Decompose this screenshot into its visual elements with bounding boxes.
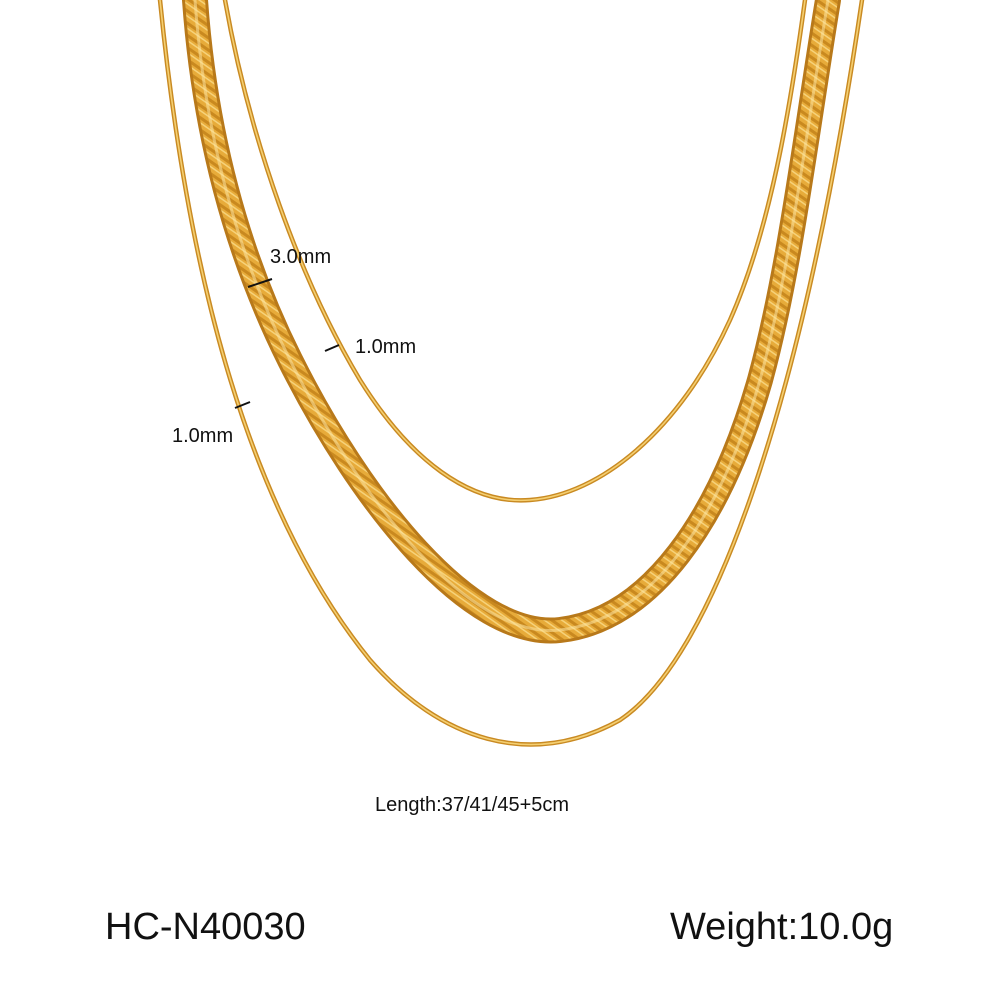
marker-3mm bbox=[247, 278, 273, 288]
sku-label: HC-N40030 bbox=[105, 906, 306, 948]
chain-width-label-3mm: 3.0mm bbox=[270, 246, 332, 268]
weight-label: Weight:10.0g bbox=[670, 906, 894, 948]
marker-1mm-inner bbox=[324, 344, 340, 352]
chain-width-label-inner: 1.0mm bbox=[355, 336, 417, 358]
marker-1mm-outer bbox=[234, 401, 251, 409]
chain-width-label-outer: 1.0mm bbox=[172, 425, 234, 447]
length-label: Length:37/41/45+5cm bbox=[375, 794, 570, 816]
